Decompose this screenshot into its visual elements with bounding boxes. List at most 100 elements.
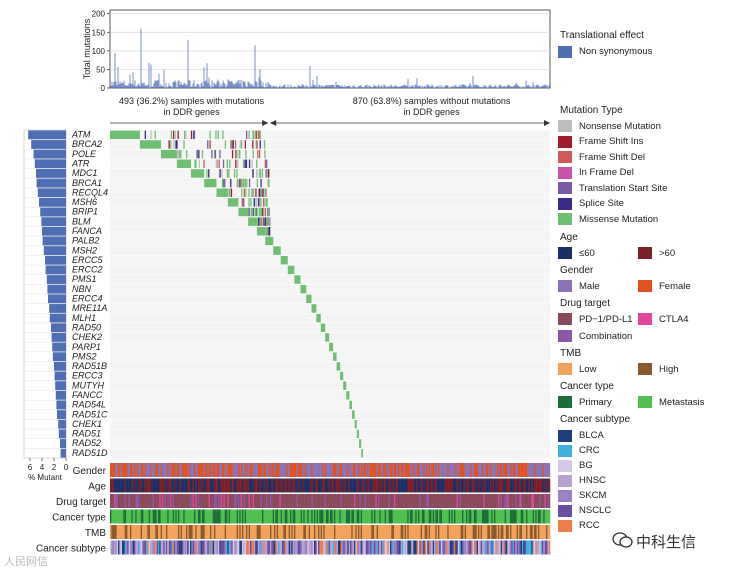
track-cell (118, 525, 120, 539)
track-cell (538, 509, 540, 524)
track-cell (267, 509, 269, 524)
track-cell (251, 540, 253, 555)
track-cell (167, 540, 169, 555)
track-cell (160, 478, 163, 493)
track-cell (431, 525, 433, 539)
track-cell (414, 525, 416, 539)
track-cell (187, 540, 189, 555)
track-cell (406, 509, 408, 524)
mutation-count-bars (110, 28, 550, 88)
mutation-cell (267, 217, 269, 226)
track-cell (374, 494, 376, 508)
track-cell (547, 525, 549, 539)
track-cell (326, 540, 328, 555)
track-cell (367, 525, 369, 539)
track-cell (440, 463, 443, 477)
track-cell (202, 509, 204, 524)
mutation-cell (178, 149, 181, 159)
track-cell (447, 463, 449, 477)
track-cell (235, 478, 237, 493)
track-cell (490, 525, 492, 539)
track-cell (444, 540, 447, 555)
track-cell (376, 478, 379, 493)
track-cell (379, 509, 381, 524)
track-cell (271, 463, 273, 477)
gene-label: RAD52 (72, 438, 101, 448)
track-cell (216, 494, 219, 508)
legend-label: CTLA4 (659, 313, 689, 325)
track-cell (223, 540, 225, 555)
mutation-cell (218, 159, 220, 168)
track-cell (122, 540, 124, 555)
track-cell (496, 525, 499, 539)
track-cell (219, 463, 221, 477)
legend-label: Missense Mutation (579, 213, 659, 225)
track-cell (519, 525, 521, 539)
mutation-cell (256, 169, 258, 178)
legend-label: Non synonymous (579, 46, 653, 58)
track-cell (262, 540, 264, 555)
track-cell (520, 463, 523, 477)
track-cell (116, 478, 119, 493)
track-cell (220, 509, 223, 524)
track-cell (488, 494, 491, 508)
track-cell (151, 509, 153, 524)
track-cell (322, 525, 324, 539)
mutation-cell (260, 188, 262, 197)
track-cell (192, 525, 195, 539)
track-cell (483, 478, 485, 493)
track-cell (500, 509, 503, 524)
track-cell (440, 540, 443, 555)
legend-swatch (638, 247, 652, 259)
track-cell (336, 509, 339, 524)
track-cell (206, 463, 208, 477)
track-cell (388, 540, 391, 555)
track-cell (424, 478, 427, 493)
track-cell (278, 478, 280, 493)
track-cell (115, 509, 117, 524)
track-cell (283, 478, 285, 493)
track-cell (368, 478, 371, 493)
track-cell (250, 478, 252, 493)
legend-swatch (558, 429, 572, 442)
track-cell (179, 540, 181, 555)
track-cell (131, 540, 133, 555)
track-cell (215, 478, 217, 493)
track-cell (387, 540, 389, 555)
track-cell (150, 463, 152, 477)
track-cell (218, 509, 220, 524)
track-cell (291, 540, 293, 555)
track-cell (330, 463, 332, 477)
track-cell (124, 463, 127, 477)
track-cell (328, 494, 331, 508)
track-cell (523, 494, 525, 508)
track-cell (228, 494, 231, 508)
track-cell (315, 540, 317, 555)
track-cell (199, 540, 201, 555)
track-cell (234, 540, 236, 555)
track-cell (256, 494, 259, 508)
track-cell (462, 509, 464, 524)
track-cell (427, 463, 429, 477)
track-cell (219, 478, 221, 493)
track-cell (307, 494, 309, 508)
track-cell (176, 540, 179, 555)
track-cell (294, 509, 296, 524)
track-cell (115, 463, 117, 477)
track-cell (527, 494, 529, 508)
gene-block-PMS1 (294, 275, 301, 284)
track-cell (188, 509, 191, 524)
track-cell (366, 509, 368, 524)
track-cell (274, 540, 276, 555)
track-cell (276, 509, 279, 524)
track-cell (386, 509, 388, 524)
track-cell (251, 494, 253, 508)
track-cell (312, 494, 315, 508)
legend-item: Female (638, 279, 718, 293)
track-cell (179, 494, 181, 508)
legend-cancer-subtype: Cancer subtype BLCA CRC BG HNSC SKCM NSC… (558, 414, 730, 533)
track-cell (306, 509, 308, 524)
track-label: Drug target (56, 497, 106, 508)
mutation-cell (190, 130, 193, 140)
track-cell (367, 494, 369, 508)
